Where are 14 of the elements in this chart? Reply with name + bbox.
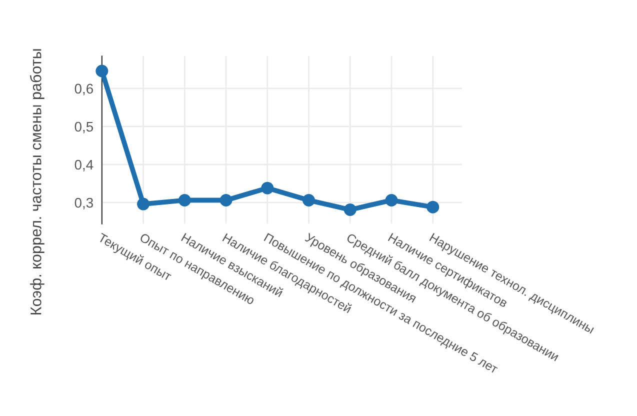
point	[302, 194, 316, 206]
point	[178, 194, 191, 206]
y-tick-label: 0,3	[74, 198, 93, 210]
y-tick-label: 0,6	[74, 84, 93, 96]
y-tick-label: 0,4	[74, 160, 94, 172]
point	[261, 182, 274, 194]
point	[220, 194, 232, 206]
point	[96, 64, 108, 78]
point	[137, 198, 150, 210]
y-tick-label: 0,5	[74, 122, 94, 134]
y-axis-title: Коэф. коррел. частоты смены работы	[30, 49, 44, 314]
point	[344, 203, 356, 216]
point	[385, 194, 398, 206]
point	[426, 200, 440, 214]
